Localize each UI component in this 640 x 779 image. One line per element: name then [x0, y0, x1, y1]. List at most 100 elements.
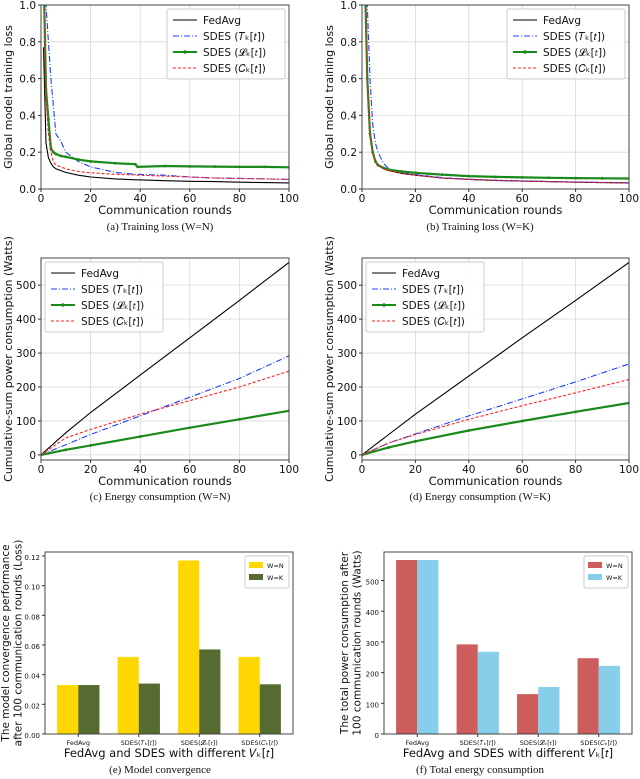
bar: [598, 665, 620, 734]
y-tick-label: 300: [16, 348, 36, 360]
y-tick-label: 0.06: [24, 643, 40, 651]
series-point: [414, 439, 417, 443]
y-tick-label: 0.6: [19, 74, 36, 86]
x-tick-label: 40: [134, 464, 147, 476]
legend-marker: [523, 50, 527, 54]
x-axis-label: FedAvg and SDES with different 𝑉ₖ[𝑡]: [64, 746, 274, 760]
x-axis-label: FedAvg and SDES with different 𝑉ₖ[𝑡]: [403, 746, 613, 760]
legend-label: SDES (𝑇ₖ[𝑡]): [402, 284, 464, 296]
x-tick-label: 100: [279, 193, 299, 205]
series-line: [41, 261, 289, 456]
series-line: [362, 401, 629, 456]
legend-box: [365, 261, 485, 333]
figure-caption: (b) Training loss (W=K): [426, 221, 534, 233]
bar: [396, 559, 418, 734]
series-line: [366, 5, 629, 184]
y-tick-label: 0.2: [340, 147, 357, 159]
legend-marker: [183, 50, 187, 54]
x-tick-label: SDES(𝑇ₖ[𝑡]): [460, 739, 496, 747]
series-point: [440, 173, 444, 177]
bar: [259, 684, 281, 734]
x-tick-label: 60: [516, 193, 529, 205]
series-point: [114, 161, 117, 165]
figure-caption: (a) Training loss (W=N): [106, 221, 214, 233]
legend-box: [166, 8, 286, 80]
y-tick-label: 0.10: [24, 584, 40, 592]
x-axis-label: Communication rounds: [429, 203, 563, 217]
legend-box: [244, 555, 290, 589]
series-point: [520, 176, 524, 179]
legend: FedAvg SDES (𝑇ₖ[𝑡]) SDES (𝓛ₖ[𝑡]) SDES (𝐶ₖ[𝑡…: [506, 8, 626, 80]
y-tick-label: 300: [366, 640, 379, 648]
series-point: [600, 176, 604, 180]
x-tick-label: 20: [84, 464, 97, 476]
x-tick-label: 40: [134, 193, 147, 205]
chart-b: 0.0 0.2 0.4 0.6 0.8 1.0 0 20 40 60 80 100 FedAvg SDES…: [323, 0, 639, 217]
figure-caption: (e) Model convergence: [109, 764, 211, 776]
y-tick-label: 0.00: [24, 732, 40, 740]
y-axis-label: Global model training loss: [2, 25, 15, 169]
y-tick-label: 200: [337, 382, 357, 394]
y-tick-label: 0.02: [24, 702, 40, 710]
bar: [199, 649, 221, 734]
y-tick-label: 0.04: [24, 673, 40, 681]
legend-box: [44, 261, 164, 333]
legend-label: SDES (𝓛ₖ[𝑡]): [81, 299, 144, 312]
legend-swatch: [249, 574, 263, 580]
legend-box: [583, 555, 629, 589]
series-point: [520, 419, 524, 423]
y-axis-label: after 100 communication rounds (Loss): [13, 540, 25, 747]
series-point: [64, 448, 68, 452]
legend-label: SDES (𝐶ₖ[𝑡]): [81, 316, 144, 328]
legend-swatch: [588, 562, 602, 568]
y-tick-label: 400: [16, 314, 36, 326]
series-line: [45, 5, 289, 180]
chart-e: 0.00 0.02 0.04 0.06 0.08 0.10 0.12 FedAvg SDES(𝑇…: [0, 540, 294, 760]
x-tick-label: 40: [462, 193, 475, 205]
y-tick-label: 0.12: [24, 554, 40, 562]
bar: [238, 656, 260, 734]
bar: [456, 644, 478, 734]
series-point: [89, 444, 92, 447]
chart-a: 0.0 0.2 0.4 0.6 0.8 1.0 0 20 40 60 80 100 FedAvg SDES…: [2, 0, 299, 217]
x-tick-label: FedAvg: [405, 739, 429, 747]
series-point: [238, 165, 241, 169]
y-tick-label: 0.4: [340, 110, 357, 122]
series-line: [362, 261, 629, 456]
series-point: [467, 174, 471, 178]
y-tick-label: 0: [29, 450, 36, 462]
x-tick-label: 0: [359, 464, 366, 476]
legend-label: W=K: [267, 574, 284, 582]
bar: [577, 658, 599, 734]
series-point: [262, 165, 266, 169]
plot-frame: [383, 551, 633, 735]
x-tick-label: 80: [233, 193, 246, 205]
y-tick-label: 300: [337, 348, 357, 360]
series-line: [362, 378, 629, 456]
y-tick-label: 1.0: [19, 0, 36, 12]
y-axis-label: 100 communication rounds (Watts): [352, 550, 364, 735]
y-tick-label: 500: [366, 579, 379, 587]
x-tick-label: 40: [462, 464, 475, 476]
legend-marker: [382, 303, 386, 307]
y-tick-label: 0.8: [19, 37, 36, 49]
bar: [417, 559, 439, 734]
legend: FedAvg SDES (𝑇ₖ[𝑡]) SDES (𝓛ₖ[𝑡]) SDES (𝐶ₖ[𝑡…: [166, 8, 286, 80]
y-tick-label: 400: [337, 314, 357, 326]
y-tick-label: 100: [337, 416, 357, 428]
series-point: [133, 162, 137, 166]
x-tick-label: 80: [569, 193, 582, 205]
x-tick-label: 80: [569, 464, 582, 476]
legend-label: SDES (𝐶ₖ[𝑡]): [402, 316, 465, 328]
y-tick-label: 0: [375, 732, 379, 740]
legend-label: SDES (𝐶ₖ[𝑡]): [203, 63, 266, 75]
y-tick-label: 500: [16, 280, 36, 292]
legend-label: SDES (𝑇ₖ[𝑡]): [203, 31, 265, 43]
y-tick-label: 0.0: [340, 184, 357, 196]
series-point: [547, 176, 551, 180]
series-point: [136, 165, 140, 169]
series-point: [574, 410, 577, 414]
legend-label: FedAvg: [543, 15, 581, 27]
series-point: [59, 154, 63, 158]
plot-frame: [44, 551, 294, 735]
